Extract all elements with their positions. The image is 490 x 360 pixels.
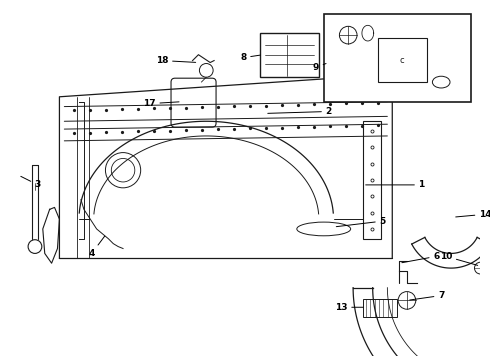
Text: c: c xyxy=(400,56,404,65)
Text: 13: 13 xyxy=(335,303,363,312)
Text: 1: 1 xyxy=(366,180,425,189)
Text: 4: 4 xyxy=(89,236,105,258)
Text: 2: 2 xyxy=(268,107,332,116)
Text: 8: 8 xyxy=(240,53,260,62)
Bar xyxy=(378,38,426,82)
Text: 14: 14 xyxy=(456,210,490,219)
Bar xyxy=(324,14,470,102)
Text: 17: 17 xyxy=(143,99,179,108)
Text: 6: 6 xyxy=(402,252,440,263)
Text: 5: 5 xyxy=(336,217,386,227)
Bar xyxy=(363,121,381,239)
Text: 10: 10 xyxy=(440,252,478,265)
Bar xyxy=(363,300,397,317)
Text: 11: 11 xyxy=(0,359,1,360)
Text: 3: 3 xyxy=(21,176,41,189)
Text: 16: 16 xyxy=(0,359,1,360)
Text: 15: 15 xyxy=(0,359,1,360)
Text: 18: 18 xyxy=(156,56,196,65)
Text: 9: 9 xyxy=(313,63,326,72)
Bar xyxy=(260,33,319,77)
Text: 7: 7 xyxy=(410,291,444,300)
Text: 12: 12 xyxy=(0,359,1,360)
